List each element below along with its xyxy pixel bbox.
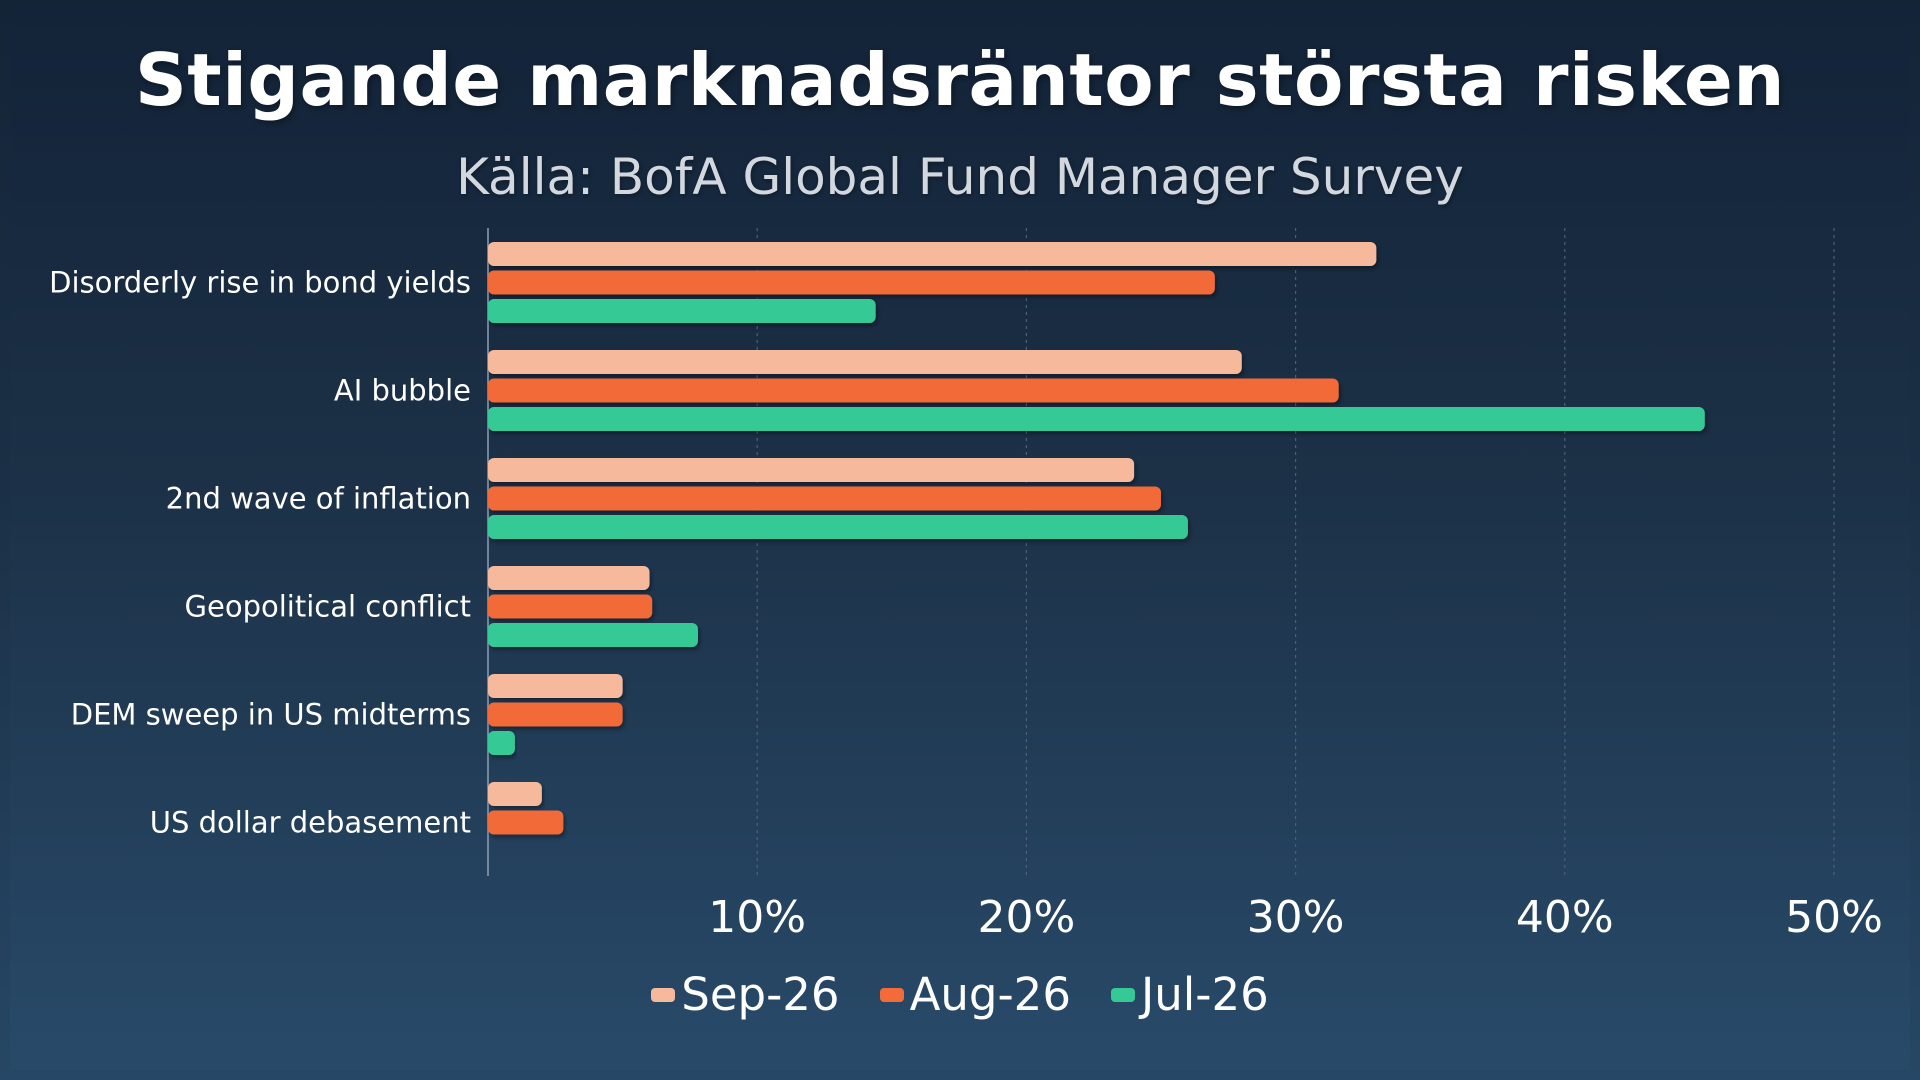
bar-sep-26 bbox=[488, 458, 1135, 482]
bar-aug-26 bbox=[488, 810, 564, 835]
category-label: DEM sweep in US midterms bbox=[71, 698, 471, 732]
legend-item: Sep-26 bbox=[651, 968, 840, 1021]
bar-sep-26 bbox=[488, 242, 1377, 266]
category-label: Disorderly rise in bond yields bbox=[49, 266, 471, 300]
legend-label: Jul-26 bbox=[1140, 968, 1269, 1021]
legend-swatch bbox=[651, 987, 676, 1002]
bar-aug-26 bbox=[488, 594, 653, 619]
x-tick-label: 40% bbox=[1516, 892, 1614, 943]
legend-swatch bbox=[1110, 987, 1135, 1002]
x-tick-label: 10% bbox=[708, 892, 806, 943]
bar-sep-26 bbox=[488, 782, 542, 806]
bar-jul-26 bbox=[488, 299, 876, 323]
chart-title: Stigande marknadsräntor största risken bbox=[134, 38, 1786, 122]
category-label: AI bubble bbox=[334, 374, 471, 408]
bar-aug-26 bbox=[488, 378, 1339, 403]
legend-swatch bbox=[879, 987, 904, 1002]
bar-aug-26 bbox=[488, 486, 1161, 511]
x-tick-label: 50% bbox=[1785, 892, 1883, 943]
chart-legend: Sep-26 Aug-26 Jul-26 bbox=[0, 968, 1920, 1021]
bar-aug-26 bbox=[488, 270, 1215, 295]
bar-sep-26 bbox=[488, 566, 650, 590]
x-tick-label: 30% bbox=[1247, 892, 1345, 943]
bar-jul-26 bbox=[488, 515, 1188, 539]
bar-sep-26 bbox=[488, 674, 623, 698]
category-label: Geopolitical conflict bbox=[185, 590, 471, 624]
chart-subtitle: Källa: BofA Global Fund Manager Survey bbox=[456, 148, 1464, 206]
bar-jul-26 bbox=[488, 623, 698, 647]
bar-sep-26 bbox=[488, 350, 1242, 374]
bar-jul-26 bbox=[488, 407, 1705, 431]
x-tick-label: 20% bbox=[978, 892, 1076, 943]
legend-item: Jul-26 bbox=[1110, 968, 1269, 1021]
category-label: 2nd wave of inflation bbox=[166, 482, 471, 516]
chart-panel bbox=[10, 10, 1910, 1070]
legend-label: Aug-26 bbox=[909, 968, 1071, 1021]
bar-aug-26 bbox=[488, 702, 623, 727]
bar-jul-26 bbox=[488, 731, 515, 755]
category-label: US dollar debasement bbox=[150, 806, 471, 840]
legend-item: Aug-26 bbox=[879, 968, 1071, 1021]
legend-label: Sep-26 bbox=[681, 968, 840, 1021]
